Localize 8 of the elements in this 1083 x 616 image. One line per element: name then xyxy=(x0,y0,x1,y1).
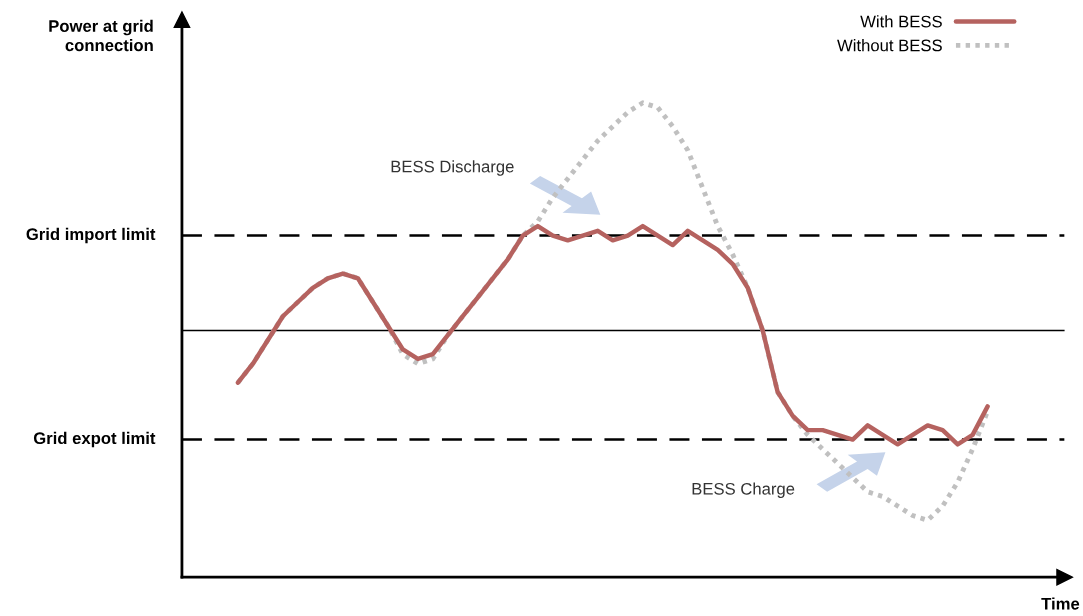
annotation: BESS Discharge xyxy=(391,160,514,176)
legend-label: Without BESS xyxy=(837,39,942,52)
annotation: BESS Charge xyxy=(692,482,795,498)
x-axis-title: Time xyxy=(1041,597,1080,610)
text: Power at grid connection xyxy=(49,19,153,52)
ref-line-label: Grid expot limit xyxy=(33,431,156,448)
legend-label: With BESS xyxy=(860,15,942,28)
ref-line-label: Grid import limit xyxy=(26,227,156,244)
